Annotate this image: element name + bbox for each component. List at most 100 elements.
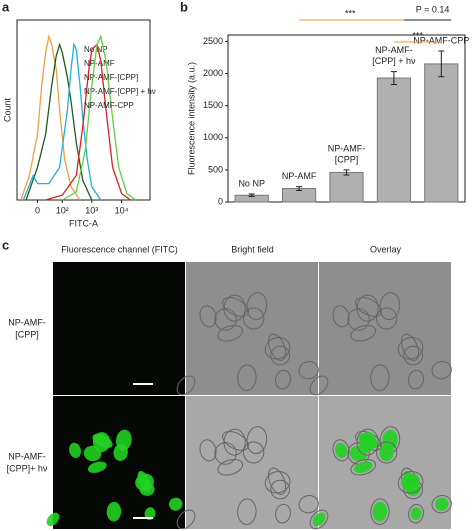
cell (408, 503, 424, 524)
cell (376, 307, 398, 330)
cell (332, 439, 350, 462)
error-bar (343, 169, 350, 176)
histogram-line (22, 42, 102, 201)
error-bar (296, 186, 303, 191)
bar (376, 77, 411, 203)
cell (199, 305, 217, 328)
histogram-line (20, 33, 81, 201)
cell (350, 324, 377, 342)
cell (309, 375, 329, 396)
cell-fluorescence (358, 432, 377, 453)
cell-fluorescence (312, 512, 326, 527)
cell (199, 439, 217, 462)
category-label: NP-AMF- (375, 45, 413, 55)
cell (408, 369, 424, 390)
x-axis-label: FITC-A (69, 218, 98, 228)
x-tick-label: 10⁴ (115, 205, 129, 215)
cell (356, 428, 379, 456)
cell (264, 471, 291, 494)
annotation: *** (412, 30, 423, 40)
row-label: [CPP] (15, 329, 39, 339)
cell (223, 428, 246, 456)
cell-fluorescence (335, 442, 347, 458)
category-label: NP-AMF-CPP (413, 35, 469, 45)
cell (431, 361, 452, 380)
cell (309, 509, 329, 530)
cell-fluorescence (69, 442, 81, 458)
histogram-line (25, 42, 93, 201)
category-label: No NP (238, 178, 265, 188)
x-tick-label: 0 (35, 205, 40, 215)
row-label: NP-AMF- (8, 317, 46, 327)
cell-fluorescence (379, 443, 394, 461)
category-label: [CPP] + hν (372, 56, 416, 66)
cell (270, 479, 291, 500)
cell (298, 495, 319, 514)
cell-fluorescence (434, 497, 449, 511)
cell (270, 345, 291, 366)
micrograph (53, 262, 185, 395)
cell-fluorescence (92, 432, 111, 453)
cell (401, 333, 420, 361)
cell (356, 294, 379, 322)
cell (332, 305, 350, 328)
cell (268, 467, 287, 495)
cell-fluorescence (135, 473, 154, 491)
error-bar (248, 193, 255, 198)
y-tick-label: 1000 (203, 132, 223, 142)
cell-fluorescence (353, 461, 373, 473)
annotation: *** (345, 8, 356, 18)
cell (246, 292, 268, 321)
cell (397, 337, 424, 360)
error-bar (438, 50, 445, 78)
category-label: NP-AMF- (328, 143, 366, 153)
cell-fluorescence (144, 507, 156, 520)
cell (264, 337, 291, 360)
cell (355, 297, 382, 317)
y-tick-label: 500 (208, 164, 223, 174)
cell (268, 333, 287, 361)
cell (298, 361, 319, 380)
panel-label: c (2, 237, 9, 252)
category-label: NP-AMF (282, 171, 317, 181)
plot-frame (16, 19, 151, 201)
cell-fluorescence (113, 443, 128, 461)
cell (246, 426, 268, 455)
panel-label: a (2, 0, 10, 14)
cell (370, 364, 390, 391)
cell-fluorescence (87, 461, 107, 473)
x-tick-label: 10³ (85, 205, 98, 215)
error-bar (390, 71, 397, 85)
y-tick-label: 0 (218, 196, 223, 206)
bar (424, 63, 459, 203)
cell (176, 509, 196, 530)
column-title: Fluorescence channel (FITC) (61, 244, 178, 254)
cell (176, 375, 196, 396)
cell (222, 297, 249, 317)
cell (376, 441, 398, 464)
cell (223, 294, 246, 322)
cell (217, 458, 244, 476)
y-tick-label: 1500 (203, 100, 223, 110)
column-title: Overlay (370, 244, 402, 254)
legend-entry: NP-AMF (84, 59, 115, 68)
cell-fluorescence (106, 501, 122, 522)
cell (397, 471, 424, 494)
cell-fluorescence (46, 512, 60, 527)
cell (370, 498, 390, 525)
cell (431, 495, 452, 514)
y-tick-label: 2000 (203, 68, 223, 78)
cell (243, 307, 265, 330)
cell (237, 364, 257, 391)
cell-fluorescence (168, 497, 183, 511)
cell-fluorescence (401, 473, 420, 491)
cell (379, 292, 401, 321)
cell-fluorescence (372, 501, 388, 522)
cell-fluorescence (410, 507, 422, 520)
annotation: P = 0.14 (416, 4, 450, 14)
column-title: Bright field (231, 244, 274, 254)
cell (222, 431, 249, 451)
y-axis-label: Fluorescence intensity (a.u.) (186, 62, 196, 175)
bar (329, 171, 364, 203)
